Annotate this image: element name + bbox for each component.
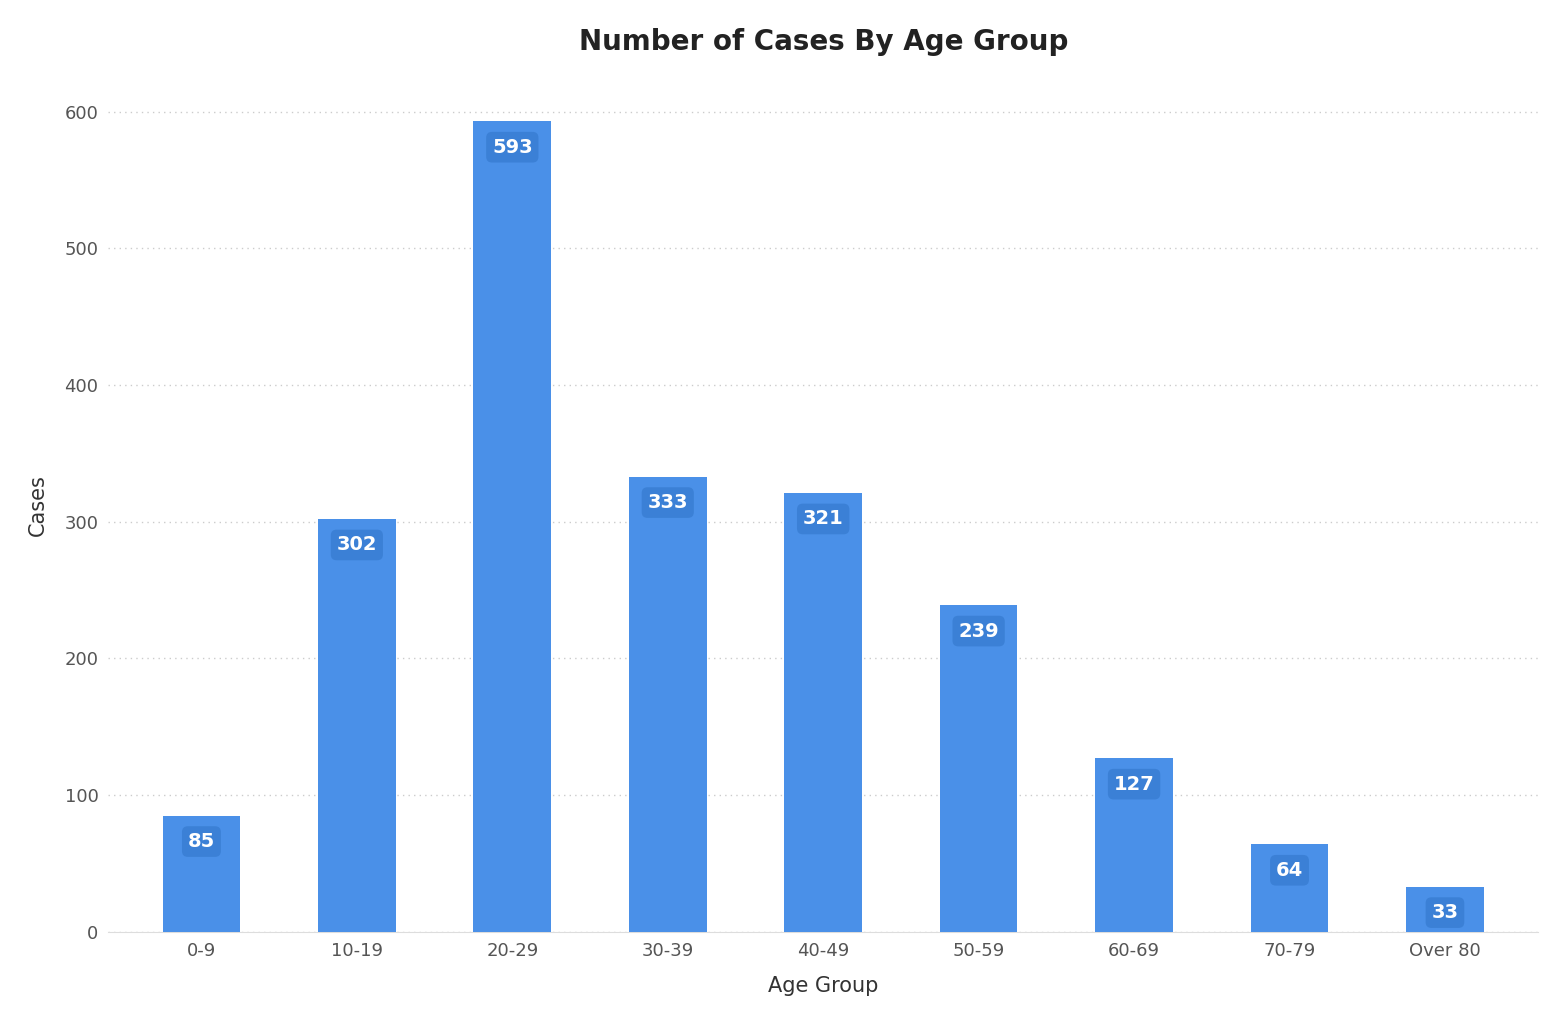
Bar: [1095, 758, 1173, 932]
Bar: [630, 477, 706, 932]
Text: 302: 302: [337, 536, 377, 554]
Y-axis label: Cases: Cases: [28, 474, 49, 536]
Text: 321: 321: [803, 510, 844, 528]
Bar: [1251, 845, 1328, 932]
Text: 333: 333: [647, 494, 687, 512]
Text: 593: 593: [492, 137, 532, 157]
Bar: [163, 816, 240, 932]
Bar: [473, 121, 551, 932]
Title: Number of Cases By Age Group: Number of Cases By Age Group: [578, 28, 1068, 55]
X-axis label: Age Group: Age Group: [767, 976, 879, 996]
Bar: [785, 494, 861, 932]
Text: 85: 85: [188, 833, 215, 851]
Text: 127: 127: [1113, 774, 1154, 794]
Bar: [318, 519, 396, 932]
Text: 64: 64: [1276, 861, 1303, 880]
Bar: [1406, 887, 1485, 932]
Text: 239: 239: [958, 622, 999, 641]
Bar: [940, 605, 1018, 932]
Text: 33: 33: [1431, 903, 1458, 923]
